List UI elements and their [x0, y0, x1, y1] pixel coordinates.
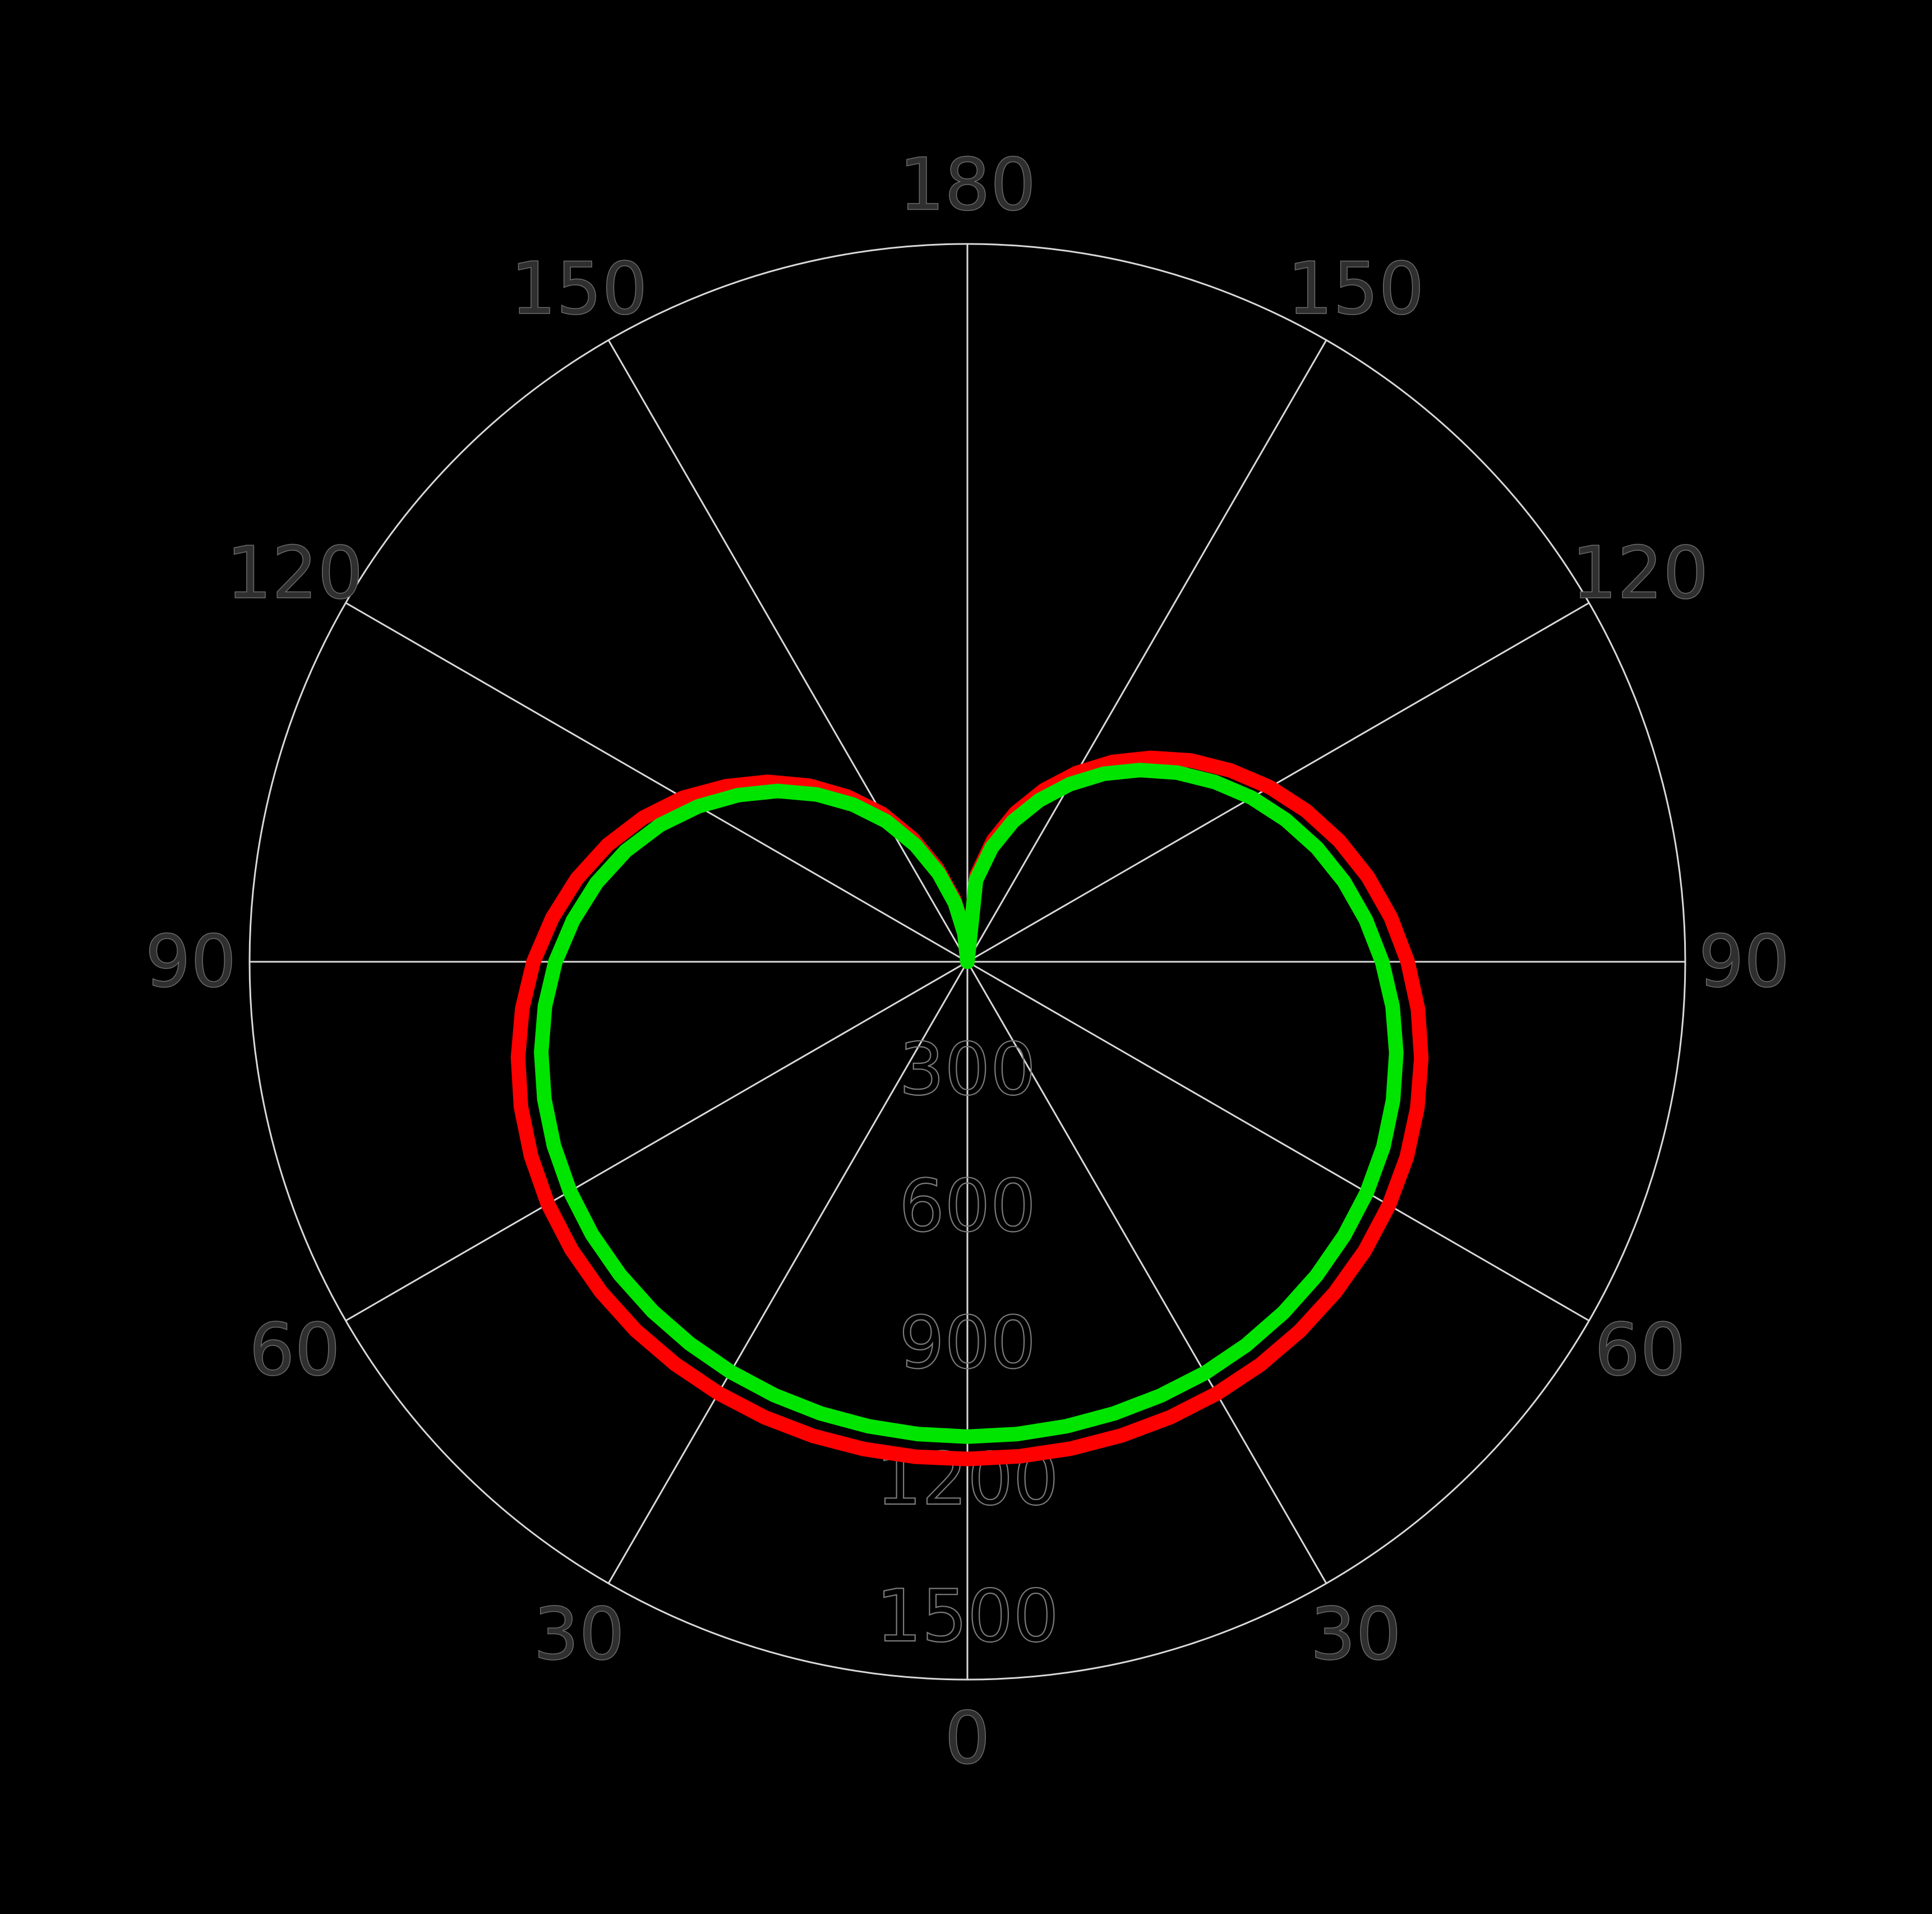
angular-tick-labels: 0 30 60 90 120 150 180 150 120 90 60 30: [145, 143, 1790, 1781]
angular-tick-label: 180: [899, 144, 1036, 227]
red-curve: [510, 750, 1429, 1466]
angular-tick-label: 120: [1571, 532, 1708, 615]
angular-tick-label: 150: [1287, 247, 1424, 331]
angular-tick-label: 60: [249, 1308, 340, 1392]
radial-tick-label: 600: [899, 1165, 1036, 1248]
angular-tick-label: 120: [226, 532, 363, 615]
radial-tick-label: 300: [899, 1028, 1036, 1111]
angular-tick-label: 90: [145, 920, 237, 1004]
green-curve: [534, 763, 1404, 1444]
angular-tick-label: 60: [1594, 1308, 1686, 1392]
angular-tick-label: 30: [533, 1593, 625, 1676]
angular-tick-label: 30: [1310, 1593, 1401, 1676]
radial-tick-label: 1500: [876, 1575, 1059, 1658]
radial-tick-label: 900: [899, 1301, 1036, 1385]
angular-tick-label: 150: [510, 247, 647, 331]
data-series-layer: [510, 750, 1429, 1466]
angular-tick-label: 0: [944, 1697, 990, 1781]
angular-tick-label: 90: [1699, 920, 1790, 1004]
